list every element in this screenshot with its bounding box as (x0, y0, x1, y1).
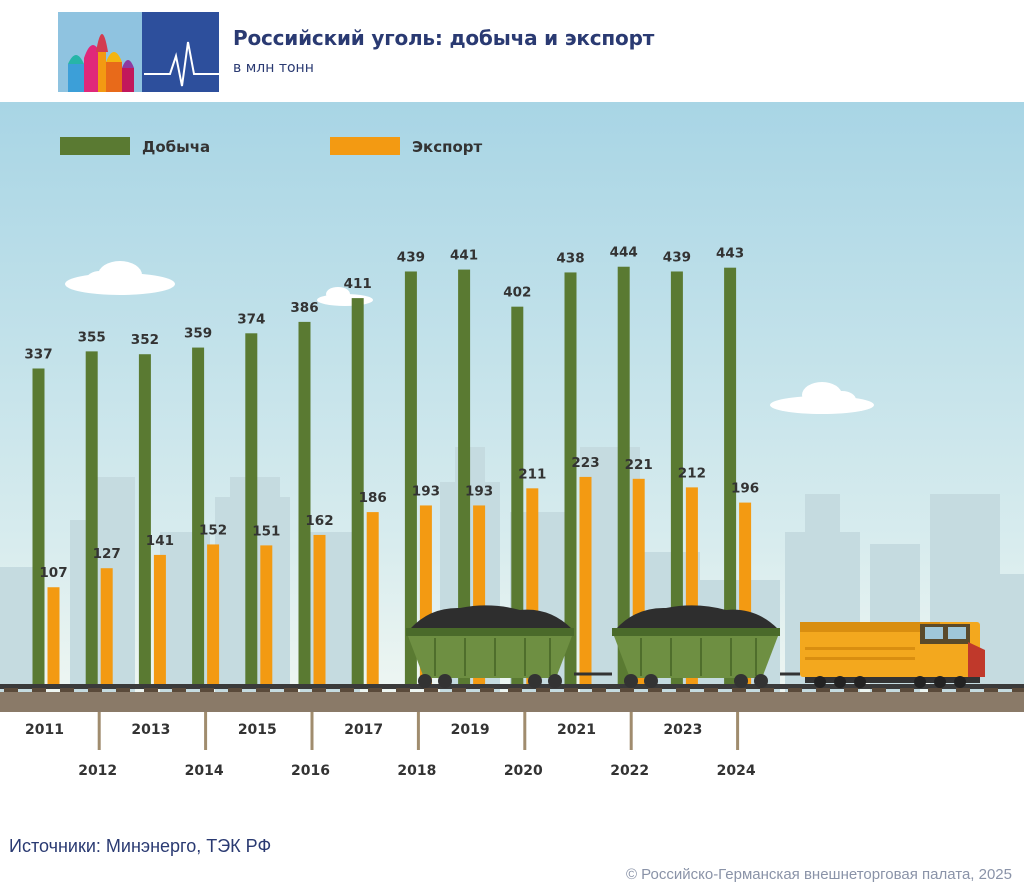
label-production-2020: 402 (503, 285, 531, 301)
bar-production-2014 (192, 347, 205, 689)
ground (0, 692, 1024, 712)
year-tick-2014 (204, 712, 208, 750)
year-label-2013: 2013 (131, 722, 170, 738)
bar-production-2023 (670, 271, 683, 689)
bar-production-2015 (245, 333, 258, 689)
label-production-2014: 359 (184, 326, 212, 342)
label-production-2012: 355 (78, 329, 106, 345)
year-label-2021: 2021 (557, 722, 596, 738)
label-export-2019: 193 (465, 483, 493, 499)
bar-production-2017 (351, 298, 364, 689)
year-label-2011: 2011 (25, 722, 64, 738)
locomotive (800, 622, 985, 688)
bar-production-2013 (138, 354, 151, 689)
label-export-2023: 212 (678, 465, 706, 481)
bar-export-2014 (207, 544, 220, 689)
legend-swatch-production (60, 137, 130, 155)
kremlin-logo (58, 12, 219, 92)
label-export-2021: 223 (571, 455, 599, 471)
year-tick-2024 (736, 712, 740, 750)
year-label-2017: 2017 (344, 722, 383, 738)
bar-production-2018 (404, 271, 417, 689)
bar-export-2012 (100, 568, 113, 689)
bar-production-2022 (617, 266, 630, 689)
bar-production-2012 (85, 351, 98, 689)
header: Российский уголь: добыча и экспорт в млн… (0, 0, 1024, 102)
label-production-2015: 374 (237, 311, 265, 327)
bar-export-2016 (313, 534, 326, 689)
page-title: Российский уголь: добыча и экспорт (233, 26, 655, 50)
year-tick-2018 (416, 712, 420, 750)
legend: Добыча Экспорт (60, 137, 482, 156)
legend-label-export: Экспорт (412, 138, 482, 156)
label-production-2022: 444 (610, 245, 638, 261)
year-label-2023: 2023 (663, 722, 702, 738)
clouds (65, 261, 874, 414)
bar-production-2020 (511, 306, 524, 689)
legend-swatch-export (330, 137, 400, 155)
year-label-2016: 2016 (291, 763, 330, 779)
coal-wagon-2 (612, 605, 780, 688)
bar-export-2021 (579, 476, 592, 689)
bar-export-2017 (366, 512, 379, 689)
year-tick-2022 (629, 712, 633, 750)
label-export-2022: 221 (625, 457, 653, 473)
year-tick-2016 (310, 712, 314, 750)
page-subtitle: в млн тонн (233, 60, 314, 76)
bar-production-2019 (458, 269, 471, 689)
year-label-2018: 2018 (397, 763, 436, 779)
year-axis: 2011 2012 2013 2014 2015 2016 2017 2018 2019 2020… (25, 712, 756, 779)
label-export-2017: 186 (359, 490, 387, 506)
coal-chart: Добыча Экспорт 3371073551273521413591523… (0, 102, 1024, 779)
label-export-2011: 107 (39, 565, 67, 581)
label-production-2019: 441 (450, 248, 478, 264)
label-export-2014: 152 (199, 522, 227, 538)
rail (0, 684, 1024, 689)
copyright: © Российско-Германская внешнеторговая па… (625, 866, 1012, 883)
bar-export-2011 (47, 587, 60, 689)
bar-production-2021 (564, 272, 577, 689)
label-production-2024: 443 (716, 246, 744, 262)
year-label-2020: 2020 (504, 763, 543, 779)
label-production-2021: 438 (556, 250, 584, 266)
legend-label-production: Добыча (142, 138, 210, 156)
year-label-2014: 2014 (185, 763, 224, 779)
bar-export-2015 (260, 545, 273, 689)
label-production-2013: 352 (131, 332, 159, 348)
bar-production-2024 (724, 267, 737, 689)
label-production-2023: 439 (663, 249, 691, 265)
year-label-2012: 2012 (78, 763, 117, 779)
label-export-2015: 151 (252, 523, 280, 539)
year-label-2022: 2022 (610, 763, 649, 779)
label-export-2012: 127 (93, 546, 121, 562)
bar-production-2011 (32, 368, 45, 689)
year-tick-2012 (97, 712, 101, 750)
bar-export-2013 (153, 554, 166, 689)
year-label-2015: 2015 (238, 722, 277, 738)
label-export-2018: 193 (412, 483, 440, 499)
label-export-2020: 211 (518, 466, 546, 482)
label-export-2013: 141 (146, 533, 174, 549)
value-labels: 337 107 355 127 352 141 359 152 374 151 386 162 411 1… (24, 245, 759, 582)
label-production-2011: 337 (24, 346, 52, 362)
label-production-2016: 386 (290, 300, 318, 316)
rail-sleepers (4, 688, 1024, 692)
coal-wagon-1 (406, 605, 574, 688)
label-export-2016: 162 (305, 513, 333, 529)
label-export-2024: 196 (731, 481, 759, 497)
year-label-2024: 2024 (717, 763, 756, 779)
bar-production-2016 (298, 321, 311, 689)
label-production-2017: 411 (344, 276, 372, 292)
year-label-2019: 2019 (451, 722, 490, 738)
label-production-2018: 439 (397, 249, 425, 265)
source-note: Источники: Минэнерго, ТЭК РФ (9, 836, 272, 856)
year-tick-2020 (523, 712, 527, 750)
